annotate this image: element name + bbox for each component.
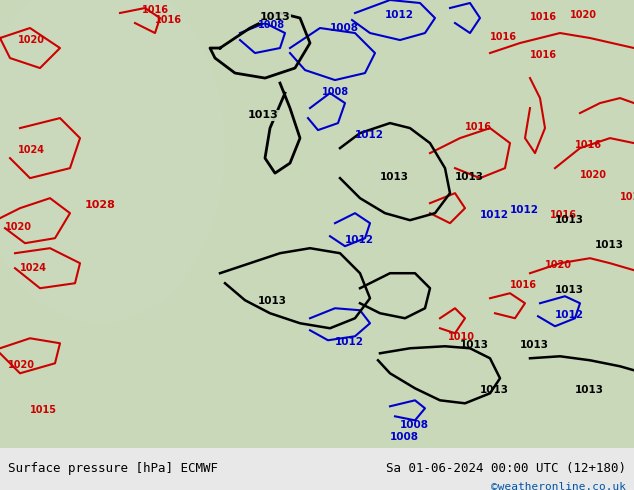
Text: 1024: 1024: [20, 263, 47, 273]
Text: 1013: 1013: [480, 385, 509, 395]
Text: 1012: 1012: [510, 205, 539, 215]
Text: 1013: 1013: [520, 340, 549, 350]
Ellipse shape: [0, 0, 225, 323]
Text: 1016: 1016: [155, 15, 182, 25]
Text: 1013: 1013: [248, 110, 279, 120]
Text: 1012: 1012: [555, 310, 584, 320]
Text: 1020: 1020: [8, 360, 35, 370]
Text: 1013: 1013: [258, 296, 287, 306]
Text: 1020: 1020: [18, 35, 45, 45]
Text: 1008: 1008: [330, 23, 359, 33]
Text: Surface pressure [hPa] ECMWF: Surface pressure [hPa] ECMWF: [8, 462, 218, 475]
Text: 1013: 1013: [575, 385, 604, 395]
Text: 1013: 1013: [460, 340, 489, 350]
Text: 1008: 1008: [400, 420, 429, 430]
Text: 1024: 1024: [18, 145, 45, 155]
Text: 1012: 1012: [480, 210, 509, 220]
Text: 1016: 1016: [142, 5, 169, 15]
Text: 1016: 1016: [530, 12, 557, 22]
Text: 1016: 1016: [490, 32, 517, 42]
Text: 1013: 1013: [555, 285, 584, 295]
Text: 1013: 1013: [380, 172, 409, 182]
Text: 1016: 1016: [620, 192, 634, 202]
Text: 1015: 1015: [30, 405, 57, 416]
Text: 1016: 1016: [550, 210, 577, 220]
Text: 1012: 1012: [345, 235, 374, 245]
Text: 1008: 1008: [322, 87, 349, 97]
Text: 1016: 1016: [465, 122, 492, 132]
Text: 1016: 1016: [575, 140, 602, 150]
Text: 1028: 1028: [85, 200, 116, 210]
Text: 1012: 1012: [355, 130, 384, 140]
Text: 1012: 1012: [335, 337, 364, 347]
Text: 1020: 1020: [545, 260, 572, 270]
Text: 1012: 1012: [385, 10, 414, 20]
Text: 1016: 1016: [510, 280, 537, 290]
Text: 1013: 1013: [260, 12, 291, 22]
Text: 1016: 1016: [530, 50, 557, 60]
Text: 1013: 1013: [555, 215, 584, 225]
Text: ©weatheronline.co.uk: ©weatheronline.co.uk: [491, 482, 626, 490]
Text: 1013: 1013: [455, 172, 484, 182]
Text: Sa 01-06-2024 00:00 UTC (12+180): Sa 01-06-2024 00:00 UTC (12+180): [386, 462, 626, 475]
Text: 1020: 1020: [570, 10, 597, 20]
Text: 1013: 1013: [595, 240, 624, 250]
Text: 1010: 1010: [448, 332, 475, 343]
Text: 1020: 1020: [5, 222, 32, 232]
Text: 1008: 1008: [390, 432, 419, 442]
Text: 1020: 1020: [580, 170, 607, 180]
Text: 1008: 1008: [258, 20, 285, 30]
